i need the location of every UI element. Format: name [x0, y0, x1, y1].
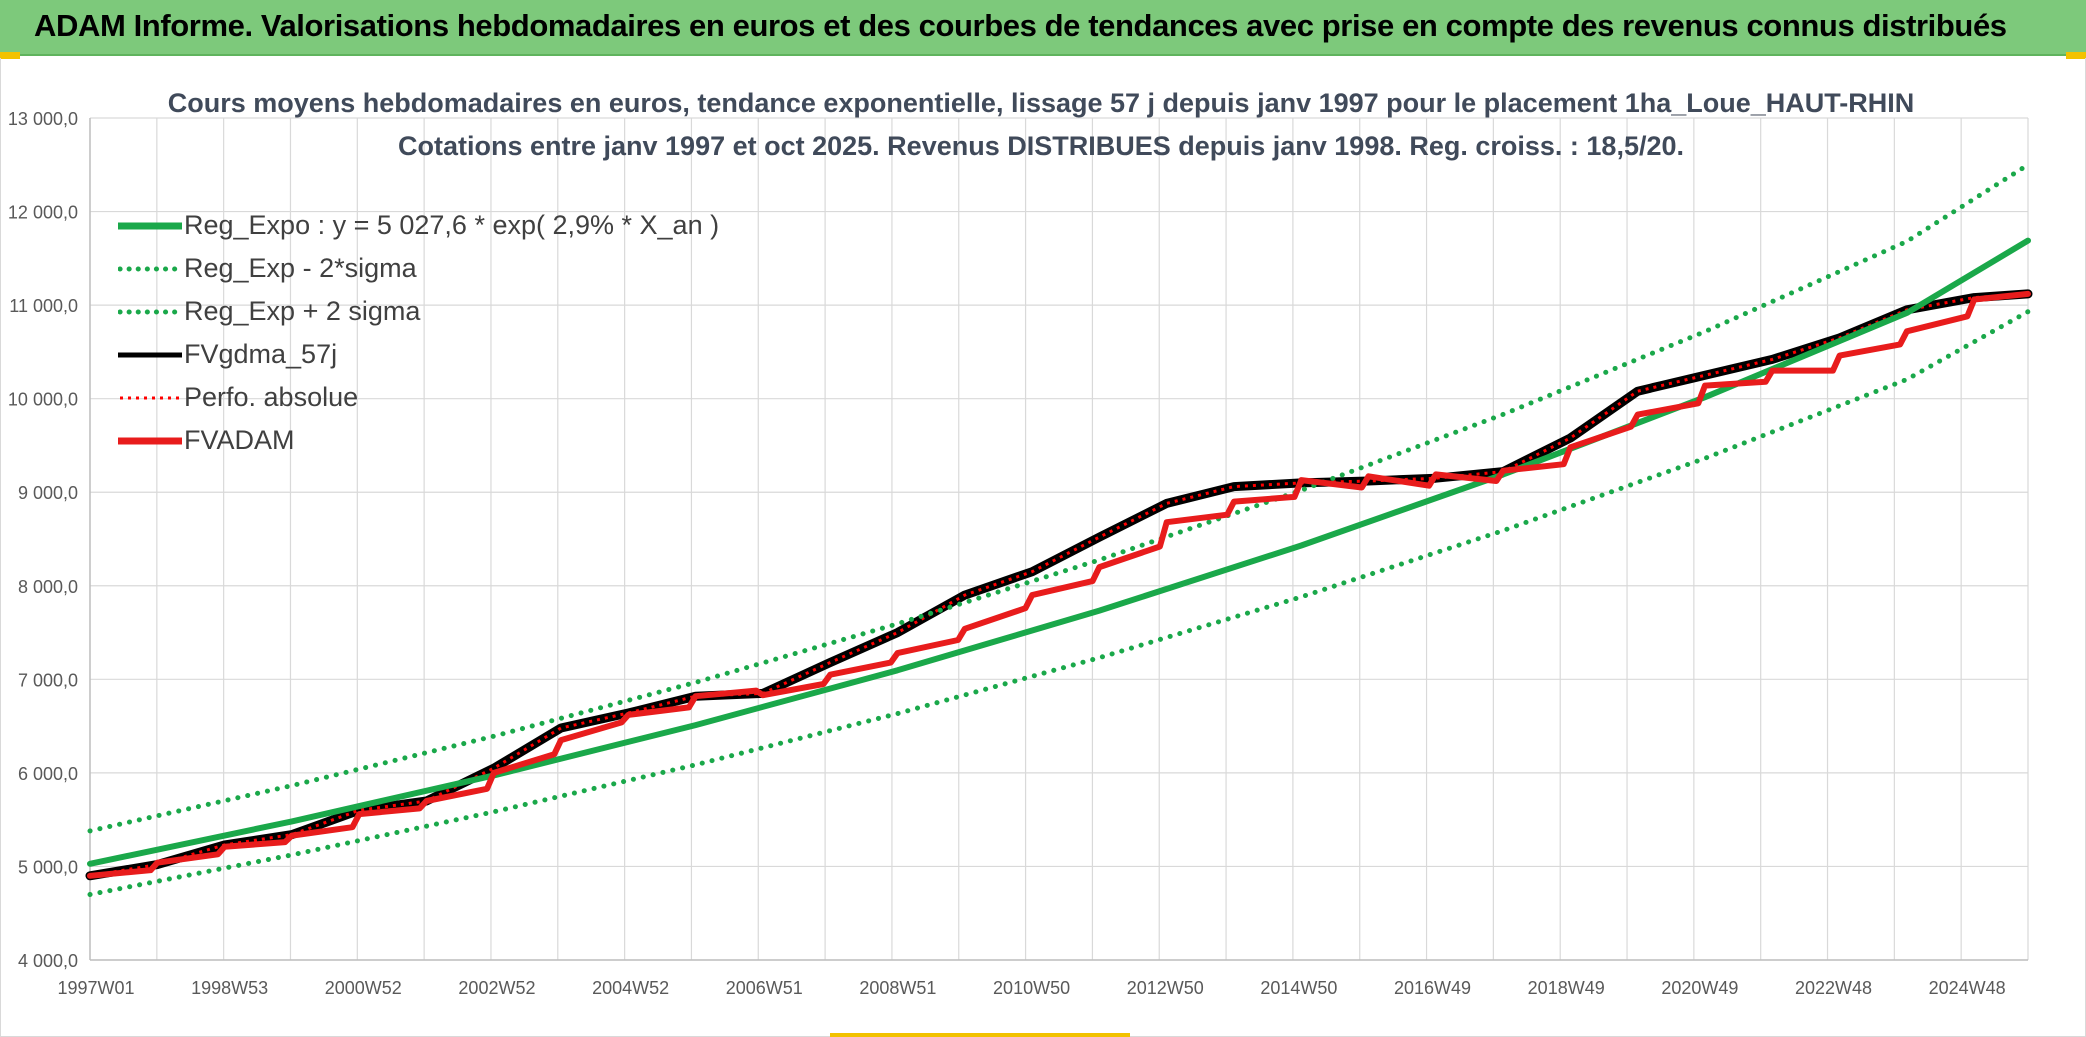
x-tick-label: 2002W52 [458, 978, 535, 998]
x-tick-label: 1997W01 [57, 978, 134, 998]
legend-label-reg-exp-minus: Reg_Exp - 2*sigma [184, 253, 417, 283]
y-tick-label: 10 000,0 [8, 390, 78, 410]
y-tick-label: 13 000,0 [8, 109, 78, 129]
x-tick-label: 2014W50 [1260, 978, 1337, 998]
legend-label-fvadam: FVADAM [184, 425, 295, 455]
legend-swatch-reg-exp-minus [118, 259, 182, 279]
y-tick-label: 8 000,0 [18, 577, 78, 597]
legend-item-reg-exp-plus: Reg_Exp + 2 sigma [118, 290, 719, 333]
x-tick-label: 2016W49 [1394, 978, 1471, 998]
y-tick-label: 11 000,0 [9, 296, 78, 316]
y-tick-label: 5 000,0 [18, 857, 78, 877]
legend-label-reg-expo: Reg_Expo : y = 5 027,6 * exp( 2,9% * X_a… [184, 210, 720, 240]
legend-swatch-perfo-absolue [118, 388, 182, 408]
report-title: ADAM Informe. Valorisations hebdomadaire… [34, 8, 2007, 43]
y-tick-label: 4 000,0 [18, 951, 78, 971]
legend-item-fvgdma: FVgdma_57j [118, 333, 719, 376]
series-line-fvadam [87, 290, 2031, 879]
legend-item-reg-exp-minus: Reg_Exp - 2*sigma [118, 247, 719, 290]
x-tick-label: 2024W48 [1929, 978, 2006, 998]
legend-label-fvgdma: FVgdma_57j [184, 339, 338, 369]
bottom-accent [830, 1033, 1130, 1037]
x-tick-label: 2008W51 [859, 978, 936, 998]
x-tick-label: 1998W53 [191, 978, 268, 998]
legend-item-perfo-absolue: Perfo. absolue [118, 376, 719, 419]
x-tick-label: 2012W50 [1127, 978, 1204, 998]
corner-accent-left [0, 52, 20, 59]
legend-item-fvadam: FVADAM [118, 419, 719, 462]
legend-swatch-fvadam [118, 431, 182, 451]
chart-subtitle: Cotations entre janv 1997 et oct 2025. R… [398, 131, 1684, 161]
x-tick-label: 2018W49 [1528, 978, 1605, 998]
series-line-reg-exp-minus [87, 309, 2031, 897]
y-tick-label: 9 000,0 [18, 483, 78, 503]
legend-swatch-fvgdma [118, 345, 182, 365]
legend-swatch-reg-exp-plus [118, 302, 182, 322]
chart-legend: Reg_Expo : y = 5 027,6 * exp( 2,9% * X_a… [118, 204, 719, 462]
x-tick-label: 2006W51 [726, 978, 803, 998]
y-tick-label: 6 000,0 [18, 764, 78, 784]
x-tick-label: 2000W52 [325, 978, 402, 998]
legend-label-perfo-absolue: Perfo. absolue [184, 382, 359, 412]
x-tick-label: 2010W50 [993, 978, 1070, 998]
x-tick-label: 2020W49 [1661, 978, 1738, 998]
legend-label-reg-exp-plus: Reg_Exp + 2 sigma [184, 296, 421, 326]
y-tick-label: 12 000,0 [8, 203, 78, 223]
x-tick-label: 2004W52 [592, 978, 669, 998]
legend-item-reg-expo: Reg_Expo : y = 5 027,6 * exp( 2,9% * X_a… [118, 204, 719, 247]
y-tick-label: 7 000,0 [18, 670, 78, 690]
report-banner: ADAM Informe. Valorisations hebdomadaire… [0, 0, 2086, 56]
corner-accent-right [2066, 52, 2086, 59]
x-tick-label: 2022W48 [1795, 978, 1872, 998]
series-line-perfo-absolue [89, 292, 2029, 878]
legend-swatch-reg-expo [118, 216, 182, 236]
series-line-reg-exp-plus [87, 162, 2031, 834]
chart-title: Cours moyens hebdomadaires en euros, ten… [168, 88, 1915, 118]
